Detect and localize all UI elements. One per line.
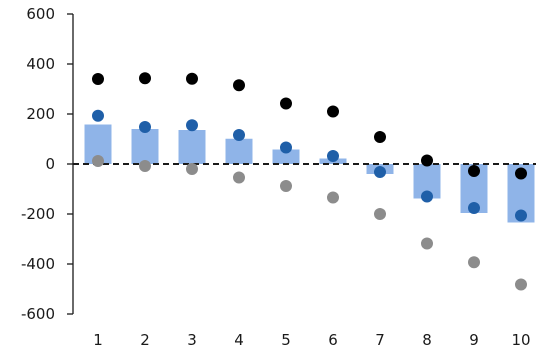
scatter-point: [374, 208, 386, 220]
scatter-point: [374, 131, 386, 143]
scatter-point: [327, 191, 339, 204]
scatter-point: [186, 119, 198, 132]
scatter-point: [515, 278, 527, 291]
x-tick-label: 6: [328, 331, 338, 349]
scatter-point: [92, 109, 104, 122]
scatter-point: [280, 180, 292, 192]
scatter-point: [280, 97, 292, 110]
x-tick-label: 8: [422, 331, 432, 349]
scatter-point: [139, 72, 151, 85]
scatter-point: [468, 256, 480, 269]
points-layer: [92, 72, 527, 291]
scatter-point: [233, 171, 245, 184]
bar: [225, 138, 253, 164]
scatter-point: [421, 154, 433, 167]
scatter-point: [233, 79, 245, 92]
y-tick-label: -600: [21, 305, 55, 323]
scatter-point: [327, 105, 339, 118]
x-tick-label: 5: [281, 331, 291, 349]
scatter-point: [374, 166, 386, 178]
x-tick-label: 1: [93, 331, 103, 349]
scatter-point: [515, 167, 527, 180]
scatter-point: [421, 237, 433, 250]
scatter-point: [280, 141, 292, 154]
x-tick-label: 9: [469, 331, 479, 349]
scatter-point: [515, 209, 527, 222]
scatter-point: [139, 160, 151, 172]
bars-layer: [84, 124, 535, 223]
y-tick-label: -200: [21, 205, 55, 223]
scatter-point: [186, 163, 198, 175]
y-tick-label: 600: [26, 5, 55, 23]
x-tick-label: 7: [375, 331, 385, 349]
scatter-point: [468, 165, 480, 177]
scatter-point: [233, 129, 245, 141]
x-tick-label: 3: [187, 331, 197, 349]
scatter-point: [186, 72, 198, 85]
scatter-point: [327, 150, 339, 162]
scatter-point: [468, 202, 480, 214]
scatter-point: [139, 121, 151, 133]
y-tick-label: -400: [21, 255, 55, 273]
x-tick-label: 4: [234, 331, 244, 349]
x-axis-labels: 1 2 3 4 5 6 7 8 9 10: [93, 331, 530, 349]
x-tick-label: 2: [140, 331, 150, 349]
y-tick-label: 0: [45, 155, 55, 173]
y-tick-label: 400: [26, 55, 55, 73]
bar: [131, 129, 159, 164]
x-tick-label: 10: [511, 331, 530, 349]
scatter-point: [92, 155, 104, 167]
y-axis-ticks: -600 -400 -200 0 200 400 600: [21, 5, 73, 323]
bar: [178, 130, 206, 164]
bar: [272, 149, 300, 164]
scatter-point: [92, 73, 104, 85]
scatter-point: [421, 190, 433, 203]
y-tick-label: 200: [26, 105, 55, 123]
